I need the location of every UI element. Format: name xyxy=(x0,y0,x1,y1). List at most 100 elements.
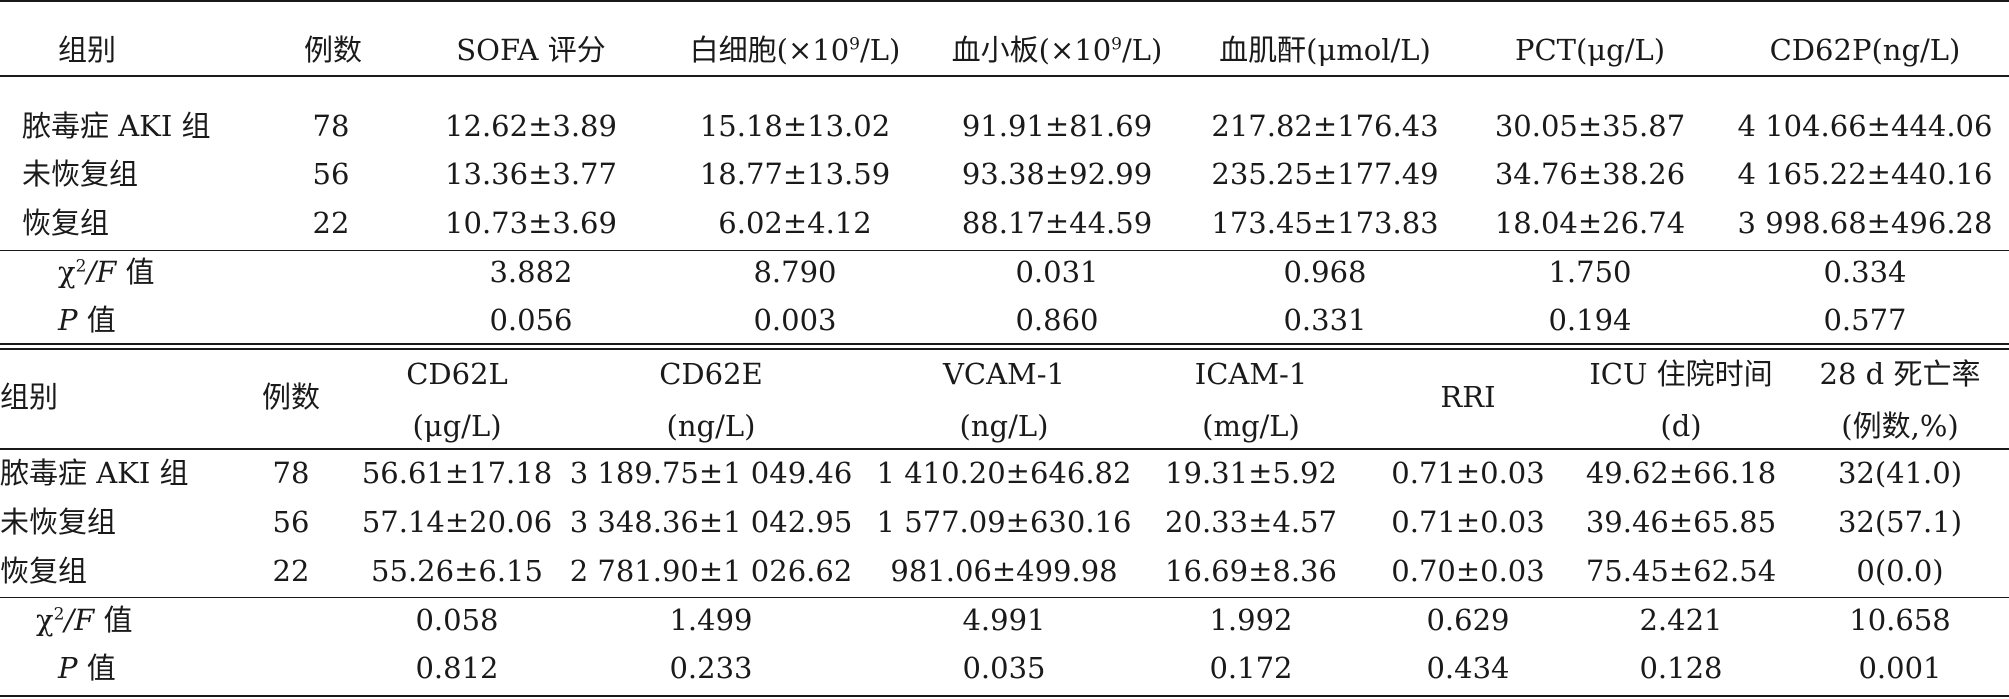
t1-cell-pct: 30.05±35.87 xyxy=(1494,109,1686,143)
t1-cell-plt: 93.38±92.99 xyxy=(961,157,1153,191)
t2-header-cd62e: CD62E xyxy=(659,357,763,391)
t2-header-icu-unit: (d) xyxy=(1660,409,1702,443)
t1-header-sofa: SOFA 评分 xyxy=(456,33,606,67)
t2-cell-rri: 0.71±0.03 xyxy=(1391,456,1545,490)
t2-stat-icu: 2.421 xyxy=(1639,603,1723,637)
t1-header-group: 组别 xyxy=(58,33,117,67)
t2-header-mortality: 28 d 死亡率 xyxy=(1819,357,1981,391)
t2-stat-rri: 0.629 xyxy=(1426,603,1510,637)
t1-header-pct: PCT(μg/L) xyxy=(1514,33,1666,67)
table1-top-rule xyxy=(0,0,2009,2)
t2-header-vcam-unit: (ng/L) xyxy=(959,409,1049,443)
t2-row-label: 未恢复组 xyxy=(0,505,117,539)
t1-cell-n: 22 xyxy=(312,206,350,240)
t2-header-icu: ICU 住院时间 xyxy=(1589,357,1773,391)
t1-cell-sofa: 10.73±3.69 xyxy=(445,206,617,240)
t2-cell-vcam: 1 410.20±646.82 xyxy=(876,456,1132,490)
t2-cell-icu: 49.62±66.18 xyxy=(1585,456,1777,490)
t1-cell-cd62p: 4 165.22±440.16 xyxy=(1737,157,1993,191)
t2-cell-icu: 75.45±62.54 xyxy=(1585,554,1777,588)
t1-cell-sofa: 12.62±3.89 xyxy=(445,109,617,143)
t2-cell-mortality: 32(41.0) xyxy=(1837,456,1963,490)
table1-stats-rule xyxy=(0,250,2009,251)
t2-p-mortality: 0.001 xyxy=(1858,651,1942,685)
t2-header-icam-unit: (mg/L) xyxy=(1202,409,1300,443)
t1-cell-wbc: 15.18±13.02 xyxy=(699,109,891,143)
t1-stat-wbc: 8.790 xyxy=(753,255,837,289)
t1-stat-sofa: 3.882 xyxy=(489,255,573,289)
t2-p-cd62e: 0.233 xyxy=(669,651,753,685)
t2-cell-mortality: 0(0.0) xyxy=(1856,554,1944,588)
t1-p-scr: 0.331 xyxy=(1283,303,1367,337)
table1-header-rule xyxy=(0,75,2009,77)
t2-header-n: 例数 xyxy=(261,380,321,414)
table2-stats-rule xyxy=(0,597,2009,598)
t2-cell-icam: 16.69±8.36 xyxy=(1165,554,1337,588)
t2-cell-mortality: 32(57.1) xyxy=(1837,505,1963,539)
t1-p-label: P 值 xyxy=(58,303,116,337)
t1-cell-pct: 18.04±26.74 xyxy=(1494,206,1686,240)
t1-p-plt: 0.860 xyxy=(1015,303,1099,337)
t2-cell-cd62l: 56.61±17.18 xyxy=(361,456,553,490)
t1-stat-label: χ2/F 值 xyxy=(58,255,155,289)
t2-cell-cd62l: 55.26±6.15 xyxy=(371,554,543,588)
t1-stat-pct: 1.750 xyxy=(1548,255,1632,289)
t2-header-cd62l-unit: (μg/L) xyxy=(412,409,502,443)
table1-bottom-rule xyxy=(0,343,2009,345)
t2-stat-vcam: 4.991 xyxy=(962,603,1046,637)
t2-stat-mortality: 10.658 xyxy=(1849,603,1951,637)
t2-cell-cd62e: 3 348.36±1 042.95 xyxy=(569,505,853,539)
t2-cell-rri: 0.71±0.03 xyxy=(1391,505,1545,539)
t2-cell-cd62e: 3 189.75±1 049.46 xyxy=(569,456,853,490)
t2-cell-n: 22 xyxy=(272,554,310,588)
t1-header-plt: 血小板(×109/L) xyxy=(951,33,1163,67)
t1-stat-scr: 0.968 xyxy=(1283,255,1367,289)
t1-header-n: 例数 xyxy=(303,33,363,67)
t1-header-cd62p: CD62P(ng/L) xyxy=(1769,33,1961,67)
t1-cell-cd62p: 4 104.66±444.06 xyxy=(1737,109,1993,143)
table2-header-rule xyxy=(0,448,2009,450)
t1-cell-plt: 91.91±81.69 xyxy=(961,109,1153,143)
t2-header-cd62l: CD62L xyxy=(406,357,508,391)
t2-cell-n: 78 xyxy=(272,456,310,490)
t2-row-label: 恢复组 xyxy=(0,554,88,588)
t1-p-pct: 0.194 xyxy=(1548,303,1632,337)
t2-header-group: 组别 xyxy=(0,380,59,414)
t1-header-scr: 血肌酐(μmol/L) xyxy=(1219,33,1431,67)
t2-stat-cd62l: 0.058 xyxy=(415,603,499,637)
t2-cell-icu: 39.46±65.85 xyxy=(1585,505,1777,539)
t1-cell-wbc: 6.02±4.12 xyxy=(718,206,872,240)
table2-bottom-rule xyxy=(0,695,2009,697)
t1-row-label: 恢复组 xyxy=(22,206,110,240)
t1-cell-scr: 235.25±177.49 xyxy=(1211,157,1439,191)
t2-cell-vcam: 981.06±499.98 xyxy=(890,554,1118,588)
t2-header-vcam: VCAM-1 xyxy=(942,357,1066,391)
t2-cell-icam: 19.31±5.92 xyxy=(1165,456,1337,490)
t2-row-label: 脓毒症 AKI 组 xyxy=(0,456,189,490)
t1-header-wbc: 白细胞(×109/L) xyxy=(689,33,901,67)
t2-cell-vcam: 1 577.09±630.16 xyxy=(876,505,1132,539)
t2-p-icu: 0.128 xyxy=(1639,651,1723,685)
t1-cell-n: 56 xyxy=(312,157,350,191)
t2-p-rri: 0.434 xyxy=(1426,651,1510,685)
t1-cell-pct: 34.76±38.26 xyxy=(1494,157,1686,191)
t2-cell-rri: 0.70±0.03 xyxy=(1391,554,1545,588)
t2-header-mortality-unit: (例数,%) xyxy=(1841,409,1959,443)
t2-p-label: P 值 xyxy=(58,651,116,685)
t1-cell-plt: 88.17±44.59 xyxy=(961,206,1153,240)
t1-p-cd62p: 0.577 xyxy=(1823,303,1907,337)
t1-cell-cd62p: 3 998.68±496.28 xyxy=(1737,206,1993,240)
t2-cell-n: 56 xyxy=(272,505,310,539)
t1-cell-sofa: 13.36±3.77 xyxy=(445,157,617,191)
t2-p-icam: 0.172 xyxy=(1209,651,1293,685)
t2-header-rri: RRI xyxy=(1440,380,1496,414)
t1-stat-cd62p: 0.334 xyxy=(1823,255,1907,289)
t1-row-label: 脓毒症 AKI 组 xyxy=(22,109,211,143)
t1-stat-plt: 0.031 xyxy=(1015,255,1099,289)
t2-header-icam: ICAM-1 xyxy=(1194,357,1308,391)
t1-cell-scr: 173.45±173.83 xyxy=(1211,206,1439,240)
t1-row-label: 未恢复组 xyxy=(22,157,139,191)
t2-stat-cd62e: 1.499 xyxy=(669,603,753,637)
t1-p-sofa: 0.056 xyxy=(489,303,573,337)
